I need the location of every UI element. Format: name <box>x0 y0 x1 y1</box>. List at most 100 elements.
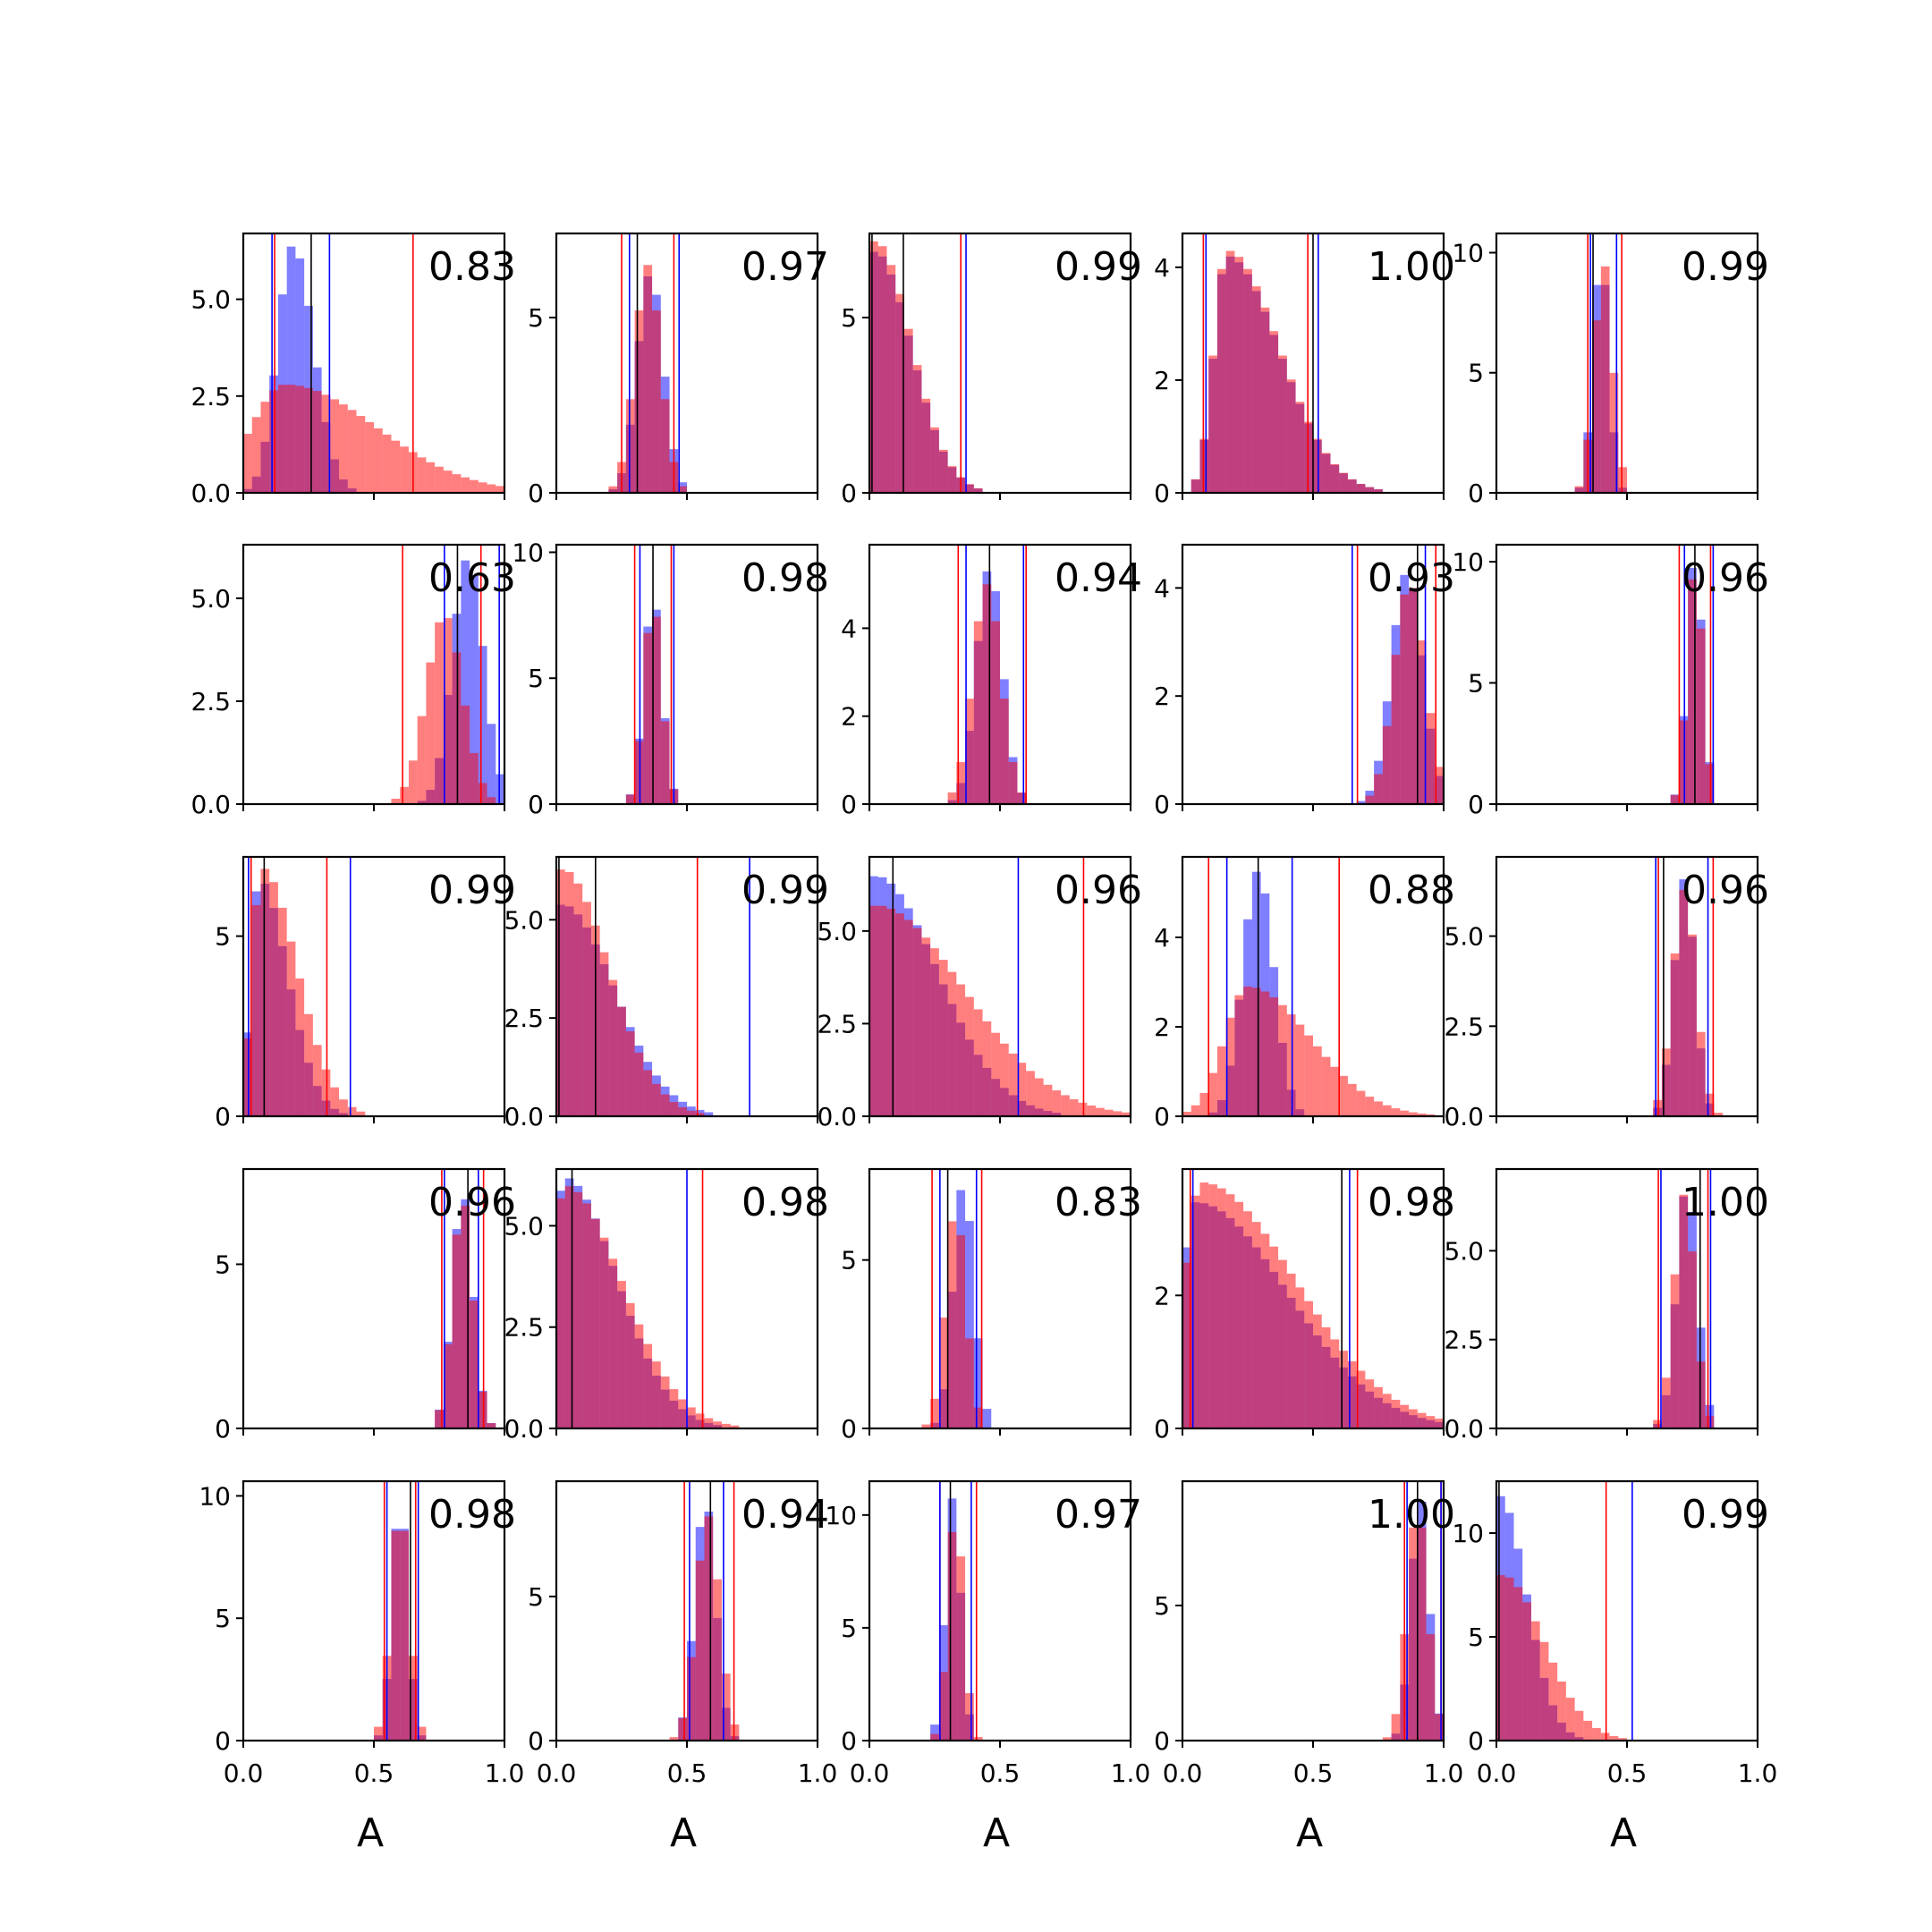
score-label: 0.96 <box>1055 868 1142 913</box>
red-bar <box>1304 421 1313 493</box>
red-bar <box>417 716 427 804</box>
y-tick-label: 0 <box>1468 1726 1484 1756</box>
y-tick-label: 5 <box>841 1246 857 1275</box>
score-label: 0.99 <box>1682 1492 1769 1538</box>
x-tick-label: 0.0 <box>1477 1758 1517 1788</box>
red-bar <box>678 486 687 493</box>
red-bar <box>277 385 287 493</box>
red-bar <box>1426 713 1436 804</box>
red-bar <box>617 1281 626 1428</box>
red-bar <box>973 487 983 493</box>
red-bar <box>1304 1035 1313 1116</box>
red-bar <box>408 760 418 804</box>
red-bar <box>634 1324 644 1428</box>
y-tick-label: 5 <box>528 664 544 693</box>
red-bar <box>1225 250 1235 493</box>
y-tick-label: 0 <box>1154 790 1170 819</box>
y-tick-label: 0.0 <box>191 479 231 508</box>
red-bar <box>1122 1112 1131 1116</box>
blue-bar <box>982 1409 992 1428</box>
x-axis-label: A <box>670 1810 697 1856</box>
red-bar <box>461 477 470 493</box>
red-bar <box>1234 995 1244 1116</box>
y-tick-label: 5 <box>1154 1591 1170 1621</box>
red-bar <box>938 1318 948 1428</box>
y-tick-label: 4 <box>1154 253 1170 283</box>
red-histogram <box>1653 889 1724 1116</box>
red-bar <box>652 1361 661 1428</box>
x-tick-label: 1.0 <box>485 1758 525 1788</box>
y-tick-label: 2 <box>1154 366 1170 395</box>
red-bar <box>965 1338 974 1428</box>
blue-bar <box>478 646 487 804</box>
red-bar <box>1600 1733 1610 1741</box>
red-bar <box>1705 764 1715 804</box>
red-bar <box>678 1717 687 1741</box>
red-bar <box>1096 1107 1105 1116</box>
red-bar <box>1069 1099 1079 1116</box>
red-bar <box>669 1389 679 1428</box>
y-tick-label: 2 <box>1154 682 1170 711</box>
x-tick-label: 1.0 <box>798 1758 838 1788</box>
red-bar <box>400 446 409 493</box>
red-bar <box>660 1376 670 1428</box>
red-bar <box>1670 953 1680 1116</box>
red-histogram <box>1574 266 1627 493</box>
red-bar <box>730 1425 740 1428</box>
red-bar <box>470 1301 479 1428</box>
red-bar <box>487 1423 496 1428</box>
red-bar <box>678 1106 687 1116</box>
red-bar <box>1243 1211 1252 1428</box>
red-bar <box>1243 987 1252 1116</box>
red-bar <box>1504 1577 1514 1741</box>
red-bar <box>1400 594 1410 804</box>
red-bar <box>1609 1735 1619 1741</box>
y-tick-label: 5 <box>528 303 544 333</box>
red-bar <box>991 621 1000 804</box>
x-tick-label: 0.5 <box>354 1758 394 1788</box>
x-axis-label: A <box>983 1810 1010 1856</box>
red-histogram <box>625 616 679 804</box>
red-bar <box>1286 1014 1296 1116</box>
red-bar <box>330 399 340 493</box>
red-bar <box>1592 320 1601 493</box>
x-tick-label: 1.0 <box>1424 1758 1464 1788</box>
red-bar <box>713 1421 722 1428</box>
red-bar <box>669 1102 679 1116</box>
red-bar <box>426 662 436 804</box>
red-bar <box>947 1221 957 1428</box>
red-bar <box>478 482 487 493</box>
panel-2-3: 0 2 4 0.94 <box>841 543 1142 819</box>
red-bar <box>1295 1024 1305 1116</box>
red-bar <box>625 1031 635 1116</box>
red-bar <box>991 1032 1000 1116</box>
red-bar <box>695 1560 705 1741</box>
red-bar <box>982 584 992 804</box>
red-bar <box>973 621 983 804</box>
red-bar <box>443 470 453 493</box>
panel-4-2: 0.0 2.5 5.0 0.98 <box>504 1167 829 1444</box>
red-bar <box>374 1726 383 1741</box>
y-tick-label: 5 <box>528 1582 544 1612</box>
red-bar <box>1313 1046 1322 1116</box>
red-bar <box>1260 307 1270 493</box>
red-bar <box>496 486 504 493</box>
red-bar <box>652 310 661 493</box>
red-bar <box>564 1186 574 1428</box>
red-bar <box>1269 1246 1279 1428</box>
red-bar <box>1269 331 1279 493</box>
score-label: 0.98 <box>428 1492 516 1538</box>
red-bar <box>391 798 401 804</box>
red-bar <box>1216 268 1226 493</box>
red-bar <box>1530 1621 1540 1741</box>
red-histogram <box>556 1186 740 1428</box>
panel-3-2: 0.0 2.5 5.0 0.99 <box>504 855 829 1131</box>
red-bar <box>912 365 922 493</box>
red-bar <box>452 1234 462 1428</box>
red-bar <box>443 618 453 804</box>
red-bar <box>895 913 904 1116</box>
red-bar <box>374 428 383 493</box>
red-bar <box>435 466 444 493</box>
red-bar <box>1347 1083 1357 1116</box>
score-label: 0.94 <box>1055 555 1142 601</box>
